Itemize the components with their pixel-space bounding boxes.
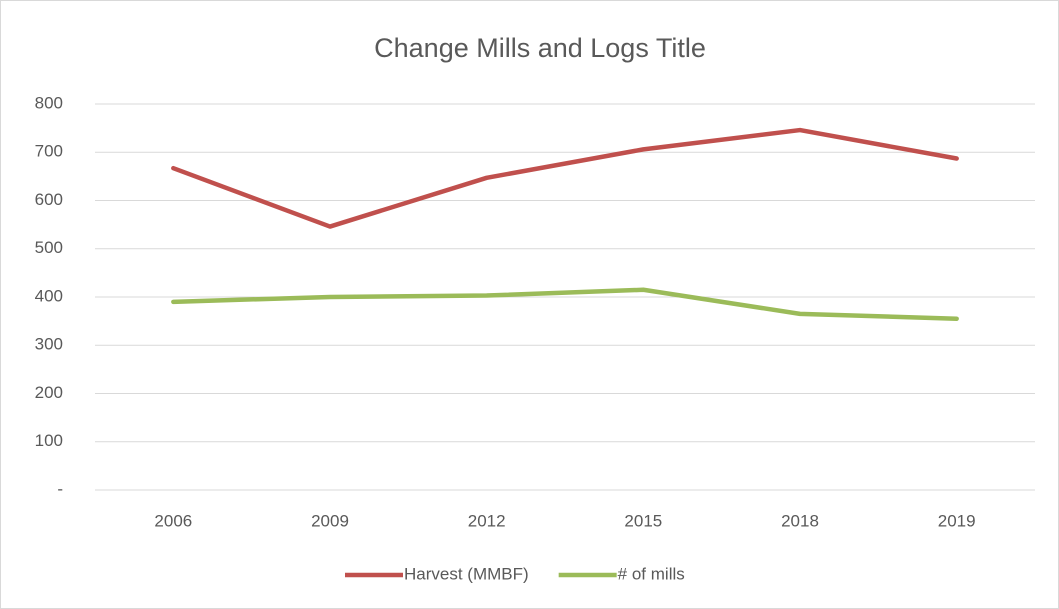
data-line <box>171 127 959 229</box>
x-tick-label: 2009 <box>311 511 349 530</box>
y-tick-label: 700 <box>35 142 63 161</box>
data-line <box>171 287 959 321</box>
x-tick-label: 2018 <box>781 511 819 530</box>
legend-label: # of mills <box>618 564 685 583</box>
y-tick-label: 500 <box>35 238 63 257</box>
x-tick-label: 2019 <box>938 511 976 530</box>
x-tick-label: 2012 <box>468 511 506 530</box>
chart-title: Change Mills and Logs Title <box>374 33 706 63</box>
y-tick-label: 300 <box>35 335 63 354</box>
y-tick-label: 400 <box>35 286 63 305</box>
y-tick-label: 800 <box>35 93 63 112</box>
x-tick-label: 2015 <box>624 511 662 530</box>
legend-label: Harvest (MMBF) <box>404 564 529 583</box>
y-tick-label: 100 <box>35 431 63 450</box>
y-tick-label: 200 <box>35 383 63 402</box>
x-tick-label: 2006 <box>154 511 192 530</box>
y-tick-label: 600 <box>35 190 63 209</box>
y-tick-label: - <box>57 479 63 498</box>
